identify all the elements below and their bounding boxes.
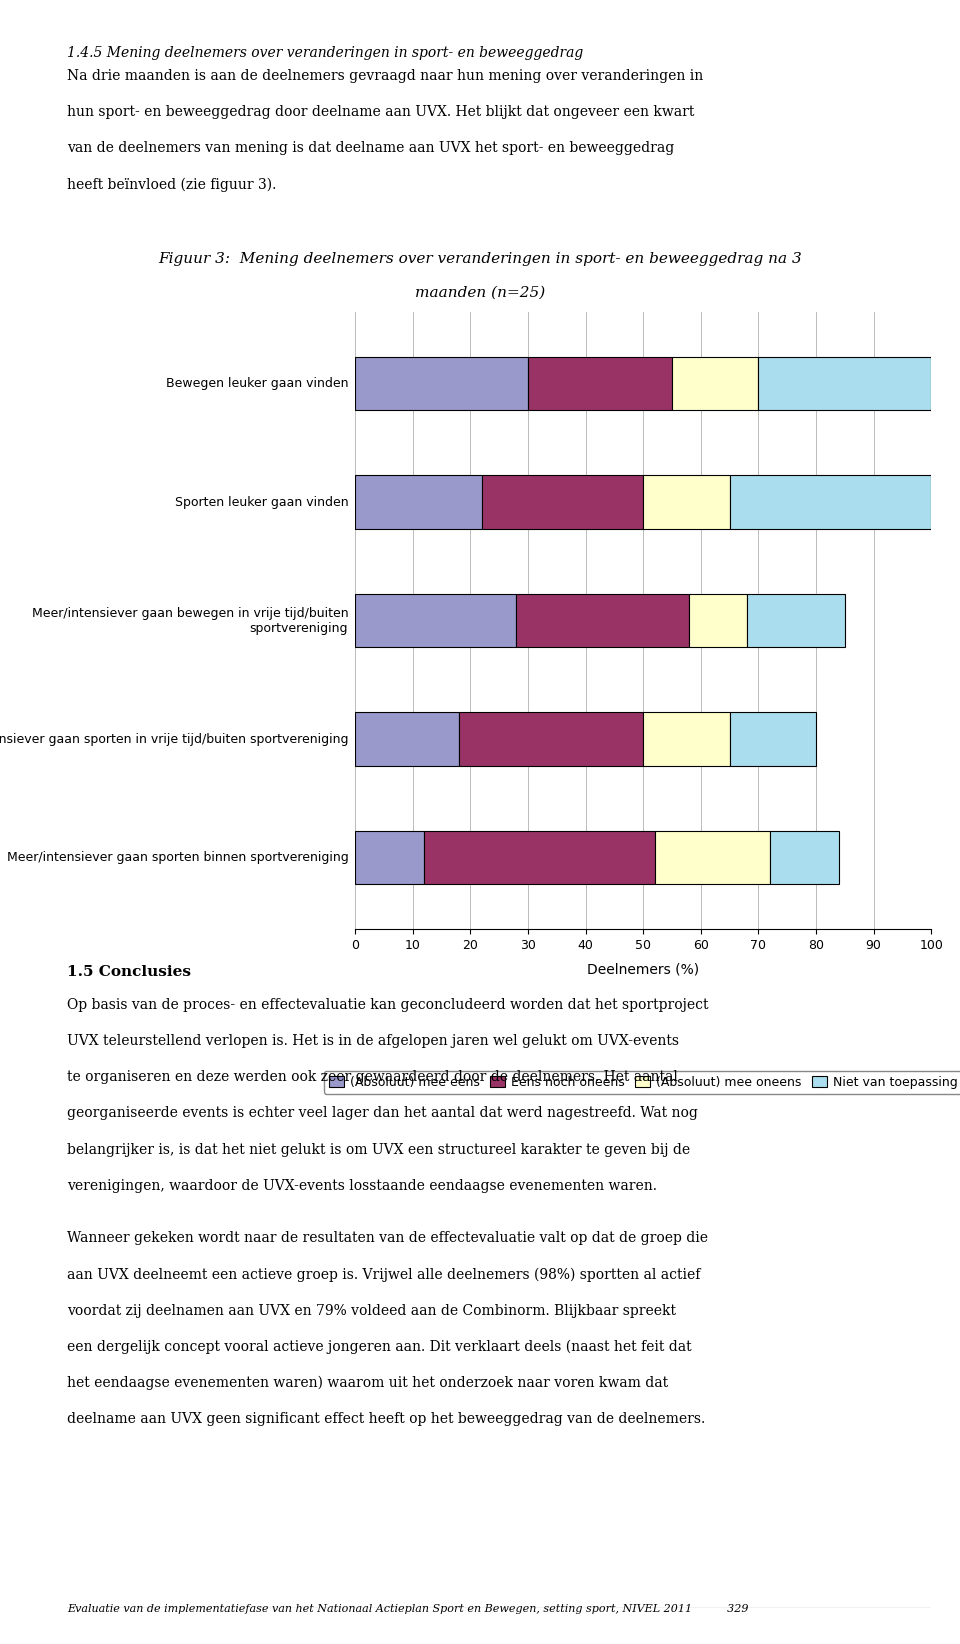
Text: 1.4.5 Mening deelnemers over veranderingen in sport- en beweeggedrag: 1.4.5 Mening deelnemers over verandering… xyxy=(67,46,584,61)
Text: belangrijker is, is dat het niet gelukt is om UVX een structureel karakter te ge: belangrijker is, is dat het niet gelukt … xyxy=(67,1143,690,1157)
Text: Wanneer gekeken wordt naar de resultaten van de effectevaluatie valt op dat de g: Wanneer gekeken wordt naar de resultaten… xyxy=(67,1231,708,1246)
Text: Evaluatie van de implementatiefase van het Nationaal Actieplan Sport en Bewegen,: Evaluatie van de implementatiefase van h… xyxy=(67,1605,749,1614)
Bar xyxy=(758,357,931,409)
Text: deelname aan UVX geen significant effect heeft op het beweeggedrag van de deelne: deelname aan UVX geen significant effect… xyxy=(67,1412,706,1427)
Bar xyxy=(528,357,672,409)
Bar xyxy=(459,712,643,766)
Bar xyxy=(655,832,770,884)
Legend: (Absoluut) mee eens, Eens noch oneens, (Absoluut) mee oneens, Niet van toepassin: (Absoluut) mee eens, Eens noch oneens, (… xyxy=(324,1070,960,1093)
Bar xyxy=(516,593,689,648)
Text: heeft beïnvloed (zie figuur 3).: heeft beïnvloed (zie figuur 3). xyxy=(67,178,276,192)
Bar xyxy=(770,832,839,884)
Bar xyxy=(355,832,424,884)
Text: maanden (n=25): maanden (n=25) xyxy=(415,284,545,299)
X-axis label: Deelnemers (%): Deelnemers (%) xyxy=(588,963,699,977)
Text: van de deelnemers van mening is dat deelname aan UVX het sport- en beweeggedrag: van de deelnemers van mening is dat deel… xyxy=(67,141,675,156)
Bar xyxy=(747,593,845,648)
Bar xyxy=(672,357,758,409)
Text: georganiseerde events is echter veel lager dan het aantal dat werd nagestreefd. : georganiseerde events is echter veel lag… xyxy=(67,1106,698,1121)
Bar xyxy=(730,475,931,529)
Bar xyxy=(730,712,816,766)
Text: Na drie maanden is aan de deelnemers gevraagd naar hun mening over veranderingen: Na drie maanden is aan de deelnemers gev… xyxy=(67,69,704,84)
Bar xyxy=(643,475,730,529)
Bar xyxy=(643,712,730,766)
Text: verenigingen, waardoor de UVX-events losstaande eendaagse evenementen waren.: verenigingen, waardoor de UVX-events los… xyxy=(67,1179,658,1194)
Bar xyxy=(689,593,747,648)
Bar xyxy=(482,475,643,529)
Bar xyxy=(355,357,528,409)
Bar xyxy=(355,712,459,766)
Text: te organiseren en deze werden ook zeer gewaardeerd door de deelnemers. Het aanta: te organiseren en deze werden ook zeer g… xyxy=(67,1070,678,1085)
Text: Op basis van de proces- en effectevaluatie kan geconcludeerd worden dat het spor: Op basis van de proces- en effectevaluat… xyxy=(67,998,708,1013)
Text: voordat zij deelnamen aan UVX en 79% voldeed aan de Combinorm. Blijkbaar spreekt: voordat zij deelnamen aan UVX en 79% vol… xyxy=(67,1304,676,1318)
Text: hun sport- en beweeggedrag door deelname aan UVX. Het blijkt dat ongeveer een kw: hun sport- en beweeggedrag door deelname… xyxy=(67,105,695,120)
Bar xyxy=(424,832,655,884)
Text: een dergelijk concept vooral actieve jongeren aan. Dit verklaart deels (naast he: een dergelijk concept vooral actieve jon… xyxy=(67,1340,692,1355)
Text: het eendaagse evenementen waren) waarom uit het onderzoek naar voren kwam dat: het eendaagse evenementen waren) waarom … xyxy=(67,1376,668,1391)
Text: aan UVX deelneemt een actieve groep is. Vrijwel alle deelnemers (98%) sportten a: aan UVX deelneemt een actieve groep is. … xyxy=(67,1268,701,1282)
Text: 1.5 Conclusies: 1.5 Conclusies xyxy=(67,965,191,980)
Bar xyxy=(355,475,482,529)
Text: Figuur 3:  Mening deelnemers over veranderingen in sport- en beweeggedrag na 3: Figuur 3: Mening deelnemers over verande… xyxy=(158,252,802,266)
Bar xyxy=(355,593,516,648)
Text: UVX teleurstellend verlopen is. Het is in de afgelopen jaren wel gelukt om UVX-e: UVX teleurstellend verlopen is. Het is i… xyxy=(67,1034,680,1049)
